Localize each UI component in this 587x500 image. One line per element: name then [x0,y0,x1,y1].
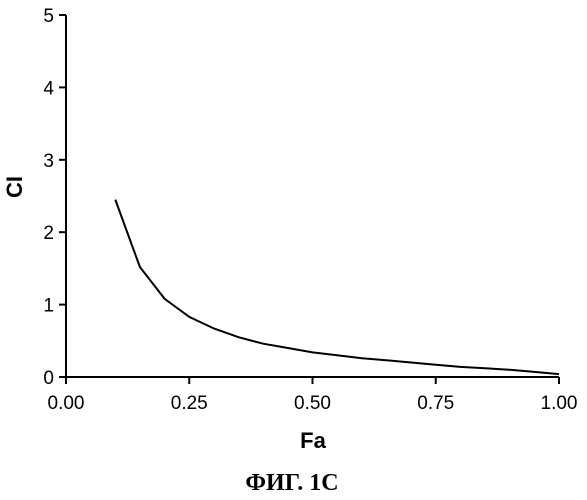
y-tick-label: 0 [43,368,54,389]
y-axis-ticks: 0 1 2 3 4 5 [43,6,66,389]
figure-caption: ФИГ. 1С [245,470,338,496]
x-tick-label: 0.25 [171,393,208,414]
x-axis-title: Fa [300,428,326,453]
y-tick-label: 4 [43,78,54,99]
y-tick-label: 3 [43,151,54,172]
axes [66,15,559,377]
y-tick-label: 2 [43,223,54,244]
x-tick-label: 0.50 [294,393,331,414]
x-tick-label: 0.00 [48,393,85,414]
y-tick-label: 5 [43,6,54,27]
y-tick-label: 1 [43,296,54,317]
series [115,200,559,375]
y-axis-title: CI [2,176,27,198]
x-axis-ticks: 0.00 0.25 0.50 0.75 1.00 [48,377,578,414]
x-tick-label: 0.75 [417,393,454,414]
series-line-0 [115,200,559,375]
x-tick-label: 1.00 [541,393,578,414]
